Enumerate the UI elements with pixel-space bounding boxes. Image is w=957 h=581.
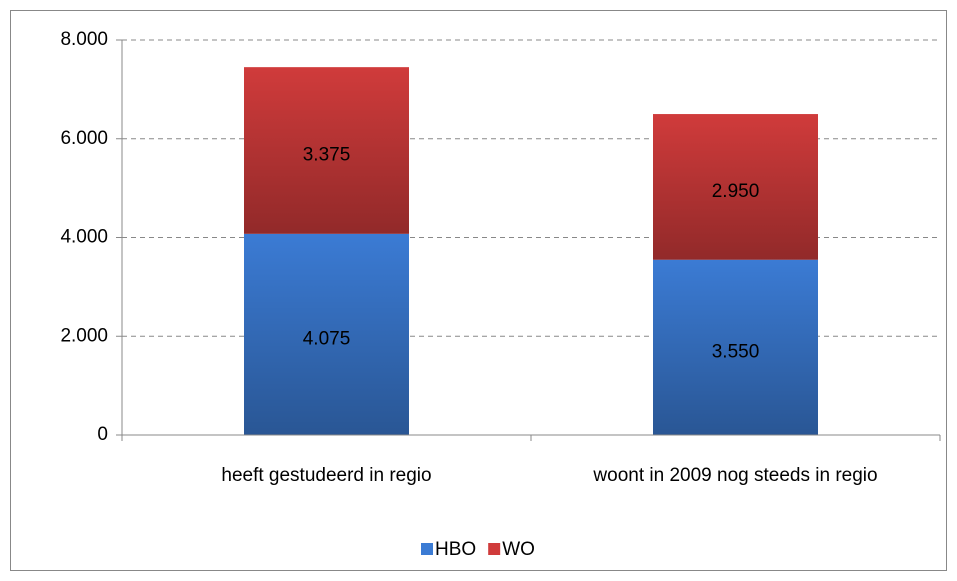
y-tick-label: 2.000 [60,325,108,346]
y-tick-label: 0 [97,424,108,445]
legend-label: WO [502,539,535,560]
value-label: 3.550 [712,341,760,362]
legend-swatch [488,543,501,555]
legend-label: HBO [435,539,476,560]
bar-shade [653,259,818,435]
y-tick-label: 8.000 [60,29,108,50]
x-tick-label: heeft gestudeerd in regio [221,465,431,486]
value-label: 3.375 [303,144,351,165]
value-label: 2.950 [712,181,760,202]
value-label: 4.075 [303,328,351,349]
x-tick-label: woont in 2009 nog steeds in regio [592,465,877,486]
y-tick-label: 6.000 [60,128,108,149]
bar-shade [244,233,409,435]
bar-shade [244,67,409,234]
legend-swatch [421,543,433,555]
bar-shade [653,114,818,260]
y-tick-label: 4.000 [60,227,108,248]
